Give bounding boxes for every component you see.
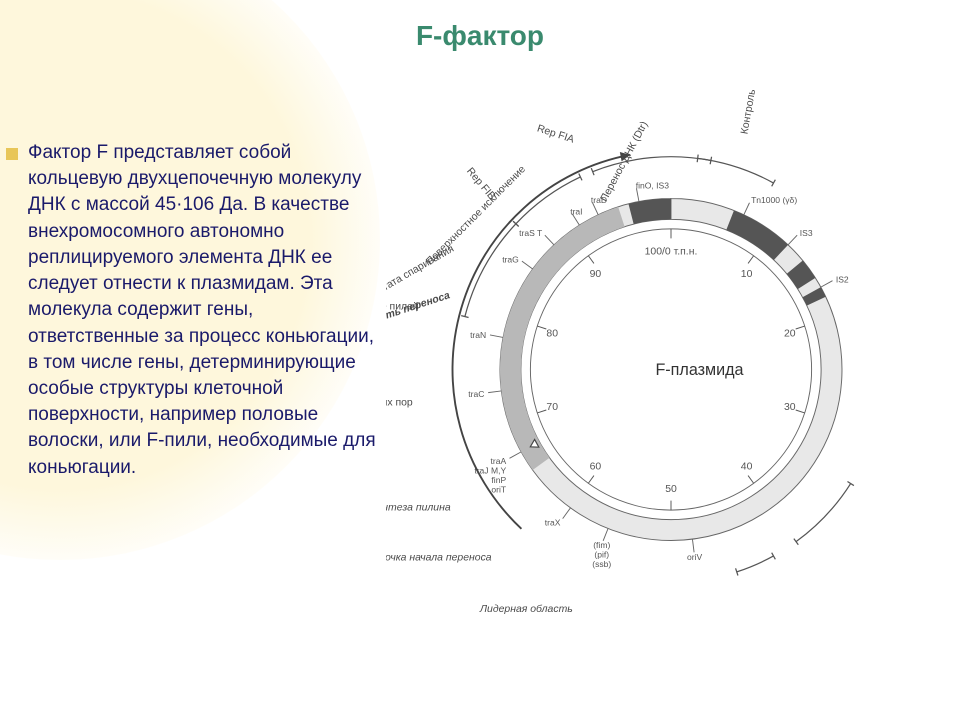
gene-label: oriV (687, 552, 702, 562)
outer-arc (698, 158, 774, 183)
center-label: F-плазмида (655, 361, 743, 379)
gene-label: Tn1000 (γδ) (751, 195, 797, 205)
gene-label: finP (491, 475, 506, 485)
gene-label: oriT (491, 484, 506, 494)
gene-label: traN (470, 330, 486, 340)
side-label: Лидерная область (479, 603, 573, 615)
gene-label: (pif) (594, 550, 609, 560)
gene-label: traS T (519, 228, 543, 238)
outer-arc-label: Rep FIB (464, 166, 497, 202)
outer-arc-end (847, 481, 853, 485)
bullet-marker (6, 148, 18, 160)
gene-tick (545, 235, 554, 245)
gene-label: traA (490, 456, 506, 466)
outer-arc (516, 177, 581, 224)
gene-tick (488, 391, 501, 393)
tick (588, 256, 594, 264)
band-segment (500, 207, 625, 470)
outer-arc-label: Образование агрегата спаривания (386, 243, 456, 337)
gene-label: traC (468, 389, 484, 399)
gene-tick (509, 452, 521, 458)
gene-label: traG (502, 255, 519, 265)
side-label: Образование пилей (386, 301, 419, 313)
side-label: Контроль синтеза пилина (386, 503, 451, 514)
tick-label: 70 (546, 402, 558, 413)
gene-label: (fim) (593, 540, 610, 550)
outer-arc (796, 484, 851, 542)
gene-label: finO, IS3 (636, 181, 669, 191)
tick-label: 80 (546, 329, 558, 340)
outer-arc (465, 224, 516, 317)
gene-label: traX (545, 517, 561, 527)
tick-label: 30 (784, 402, 796, 413)
gene-tick (603, 528, 608, 540)
plasmid-diagram: 100/0 т.п.н. 10 20 30 40 50 60 70 80 90 finO, IS3 t… (386, 72, 956, 667)
slide-title: F-фактор (0, 20, 960, 52)
gene-label: IS3 (800, 228, 813, 238)
outer-arc-end (794, 539, 798, 545)
band-segment (726, 211, 788, 261)
body-paragraph: Фактор F представляет собой кольцевую дв… (28, 140, 388, 481)
gene-tick (490, 335, 503, 337)
side-label: Образование половых пор (386, 396, 413, 408)
side-label: Точка начала переноса (386, 552, 492, 563)
tick-label: 60 (590, 461, 602, 472)
tick-label: 10 (741, 269, 753, 280)
tick-label: 100/0 т.п.н. (645, 247, 698, 258)
tick (748, 256, 754, 264)
gene-tick (788, 235, 797, 245)
gene-label: (ssb) (592, 559, 611, 569)
gene-label: traI (570, 206, 582, 216)
tick (537, 410, 546, 413)
outer-arc-end (697, 155, 698, 163)
tick (537, 326, 546, 329)
gene-tick (744, 203, 750, 215)
outer-arc-label: Контроль (739, 88, 758, 135)
tick-label: 50 (665, 484, 677, 495)
tick (588, 476, 594, 484)
outer-arc (737, 556, 774, 572)
tick-label: 20 (784, 329, 796, 340)
tick-label: 40 (741, 461, 753, 472)
tick (748, 476, 754, 484)
tick-label: 90 (590, 269, 602, 280)
outer-arc-label: Rep FIA (536, 123, 576, 145)
outer-arc-label: Перенос ДНК (Dtr) (599, 120, 651, 204)
gene-tick (821, 281, 833, 287)
tick (796, 410, 805, 413)
gene-tick (563, 508, 571, 519)
gene-tick (522, 261, 533, 269)
gene-label: IS2 (836, 275, 849, 285)
tick (796, 326, 805, 329)
gene-tick (692, 539, 694, 552)
